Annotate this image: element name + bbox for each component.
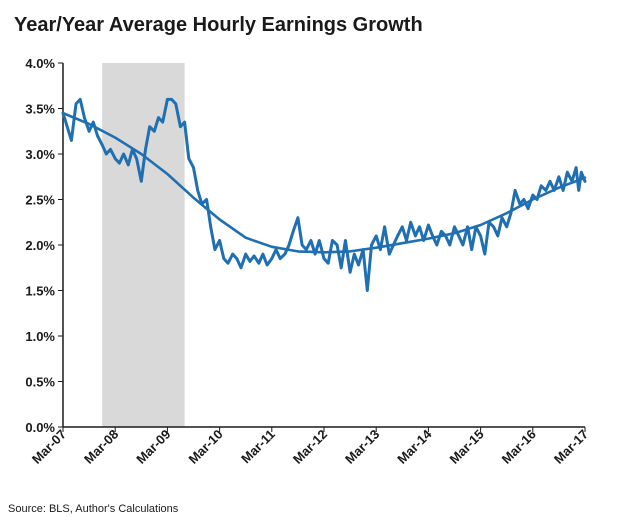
y-tick-label: 3.5% xyxy=(25,102,55,117)
recession-band xyxy=(102,63,185,427)
x-tick-label: Mar-12 xyxy=(290,427,330,467)
x-tick-label: Mar-09 xyxy=(133,427,173,467)
recession-band-layer xyxy=(102,63,185,427)
x-tick-label: Mar-14 xyxy=(394,426,435,467)
y-tick-label: 4.0% xyxy=(25,56,55,71)
x-tick-label: Mar-16 xyxy=(499,427,539,467)
source-note: Source: BLS, Author's Calculations xyxy=(8,503,179,515)
x-tick-label: Mar-08 xyxy=(81,427,121,467)
series-layer xyxy=(61,97,587,292)
trend-line xyxy=(61,111,587,254)
y-tick-label: 0.0% xyxy=(25,420,55,435)
x-tick-label: Mar-13 xyxy=(342,427,382,467)
axes-layer xyxy=(58,62,586,432)
x-tick-label: Mar-11 xyxy=(238,427,278,467)
y-tick-label: 2.0% xyxy=(25,238,55,253)
y-tick-label: 0.5% xyxy=(25,375,55,390)
x-tick-label: Mar-17 xyxy=(551,427,591,467)
y-tick-label: 1.0% xyxy=(25,329,55,344)
x-tick-label: Mar-10 xyxy=(185,427,225,467)
x-tick-labels: Mar-07 Mar-08 Mar-09 Mar-10 Mar-11 Mar-12 Mar-… xyxy=(29,426,591,467)
y-tick-label: 1.5% xyxy=(25,284,55,299)
y-tick-label: 3.0% xyxy=(25,147,55,162)
earnings-growth-line xyxy=(61,97,587,292)
y-tick-label: 2.5% xyxy=(25,193,55,208)
chart-title: Year/Year Average Hourly Earnings Growth xyxy=(14,14,423,36)
x-tick-label: Mar-15 xyxy=(446,427,486,467)
y-tick-labels: 0.0% 0.5% 1.0% 1.5% 2.0% 2.5% 3.0% 3.5% 4.0% xyxy=(25,56,55,435)
